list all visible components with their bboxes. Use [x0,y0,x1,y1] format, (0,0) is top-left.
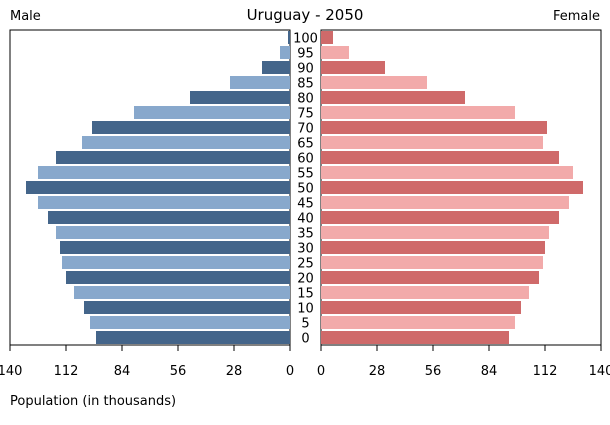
male-bar-age-55 [38,166,290,179]
age-label-55: 55 [297,167,314,182]
female-bar-age-30 [321,241,545,254]
male-bar-age-20 [66,271,290,284]
x-tick-label: 28 [369,364,386,379]
female-bar-age-75 [321,106,515,119]
female-bar-age-25 [321,256,543,269]
x-tick-label: 84 [114,364,131,379]
female-bar-age-65 [321,136,543,149]
x-tick-label: 28 [226,364,243,379]
x-axis-ticks: 140 112 84 56 28 0 0 28 56 84 112 140 [0,345,610,379]
age-label-45: 45 [297,197,314,212]
male-bar-age-35 [56,226,290,239]
male-bar-age-65 [82,136,290,149]
age-label-80: 80 [297,92,314,107]
female-bar-age-85 [321,76,427,89]
x-tick-label: 56 [425,364,442,379]
male-bar-age-10 [84,301,290,314]
male-bar-age-30 [60,241,290,254]
male-bar-age-100 [288,31,290,44]
female-bar-age-80 [321,91,465,104]
female-bar-age-15 [321,286,529,299]
x-tick-label: 140 [0,364,22,379]
female-bar-age-0 [321,331,509,344]
male-bar-age-50 [26,181,290,194]
female-bar-age-35 [321,226,549,239]
x-axis-label: Population (in thousands) [10,394,176,409]
age-label-100: 100 [293,32,318,47]
female-label: Female [553,9,600,24]
male-bar-age-60 [56,151,290,164]
age-label-65: 65 [297,137,314,152]
female-bar-age-55 [321,166,573,179]
age-label-50: 50 [297,182,314,197]
female-bar-age-90 [321,61,385,74]
age-label-5: 5 [301,317,309,332]
female-bar-age-100 [321,31,333,44]
male-bar-age-75 [134,106,290,119]
x-tick-label: 84 [481,364,498,379]
x-tick-label: 0 [317,364,325,379]
male-bar-age-70 [92,121,290,134]
age-label-90: 90 [297,62,314,77]
female-bar-age-60 [321,151,559,164]
x-tick-label: 140 [589,364,610,379]
male-bar-age-90 [262,61,290,74]
male-bar-age-45 [38,196,290,209]
age-label-15: 15 [297,287,314,302]
female-bar-age-95 [321,46,349,59]
male-bar-age-80 [190,91,290,104]
male-bar-age-95 [280,46,290,59]
age-label-25: 25 [297,257,314,272]
age-label-10: 10 [297,302,314,317]
male-bar-age-40 [48,211,290,224]
age-label-20: 20 [297,272,314,287]
chart-title: Uruguay - 2050 [247,6,364,24]
male-bar-age-15 [74,286,290,299]
male-bars [26,31,290,344]
female-bar-age-40 [321,211,559,224]
age-label-0: 0 [301,332,309,347]
female-bar-age-45 [321,196,569,209]
x-tick-label: 56 [170,364,187,379]
age-label-35: 35 [297,227,314,242]
age-label-30: 30 [297,242,314,257]
x-tick-label: 112 [54,364,79,379]
female-bars [321,31,583,344]
age-label-60: 60 [297,152,314,167]
female-bar-age-50 [321,181,583,194]
age-label-85: 85 [297,77,314,92]
x-tick-label: 0 [286,364,294,379]
female-bar-age-70 [321,121,547,134]
age-label-75: 75 [297,107,314,122]
male-bar-age-0 [96,331,290,344]
age-label-40: 40 [297,212,314,227]
age-labels: 0510152025303540455055606570758085909510… [293,32,318,347]
female-bar-age-20 [321,271,539,284]
male-bar-age-25 [62,256,290,269]
x-tick-label: 112 [533,364,558,379]
age-label-95: 95 [297,47,314,62]
female-bar-age-5 [321,316,515,329]
male-bar-age-85 [230,76,290,89]
female-bar-age-10 [321,301,521,314]
male-label: Male [10,9,41,24]
age-label-70: 70 [297,122,314,137]
male-bar-age-5 [90,316,290,329]
